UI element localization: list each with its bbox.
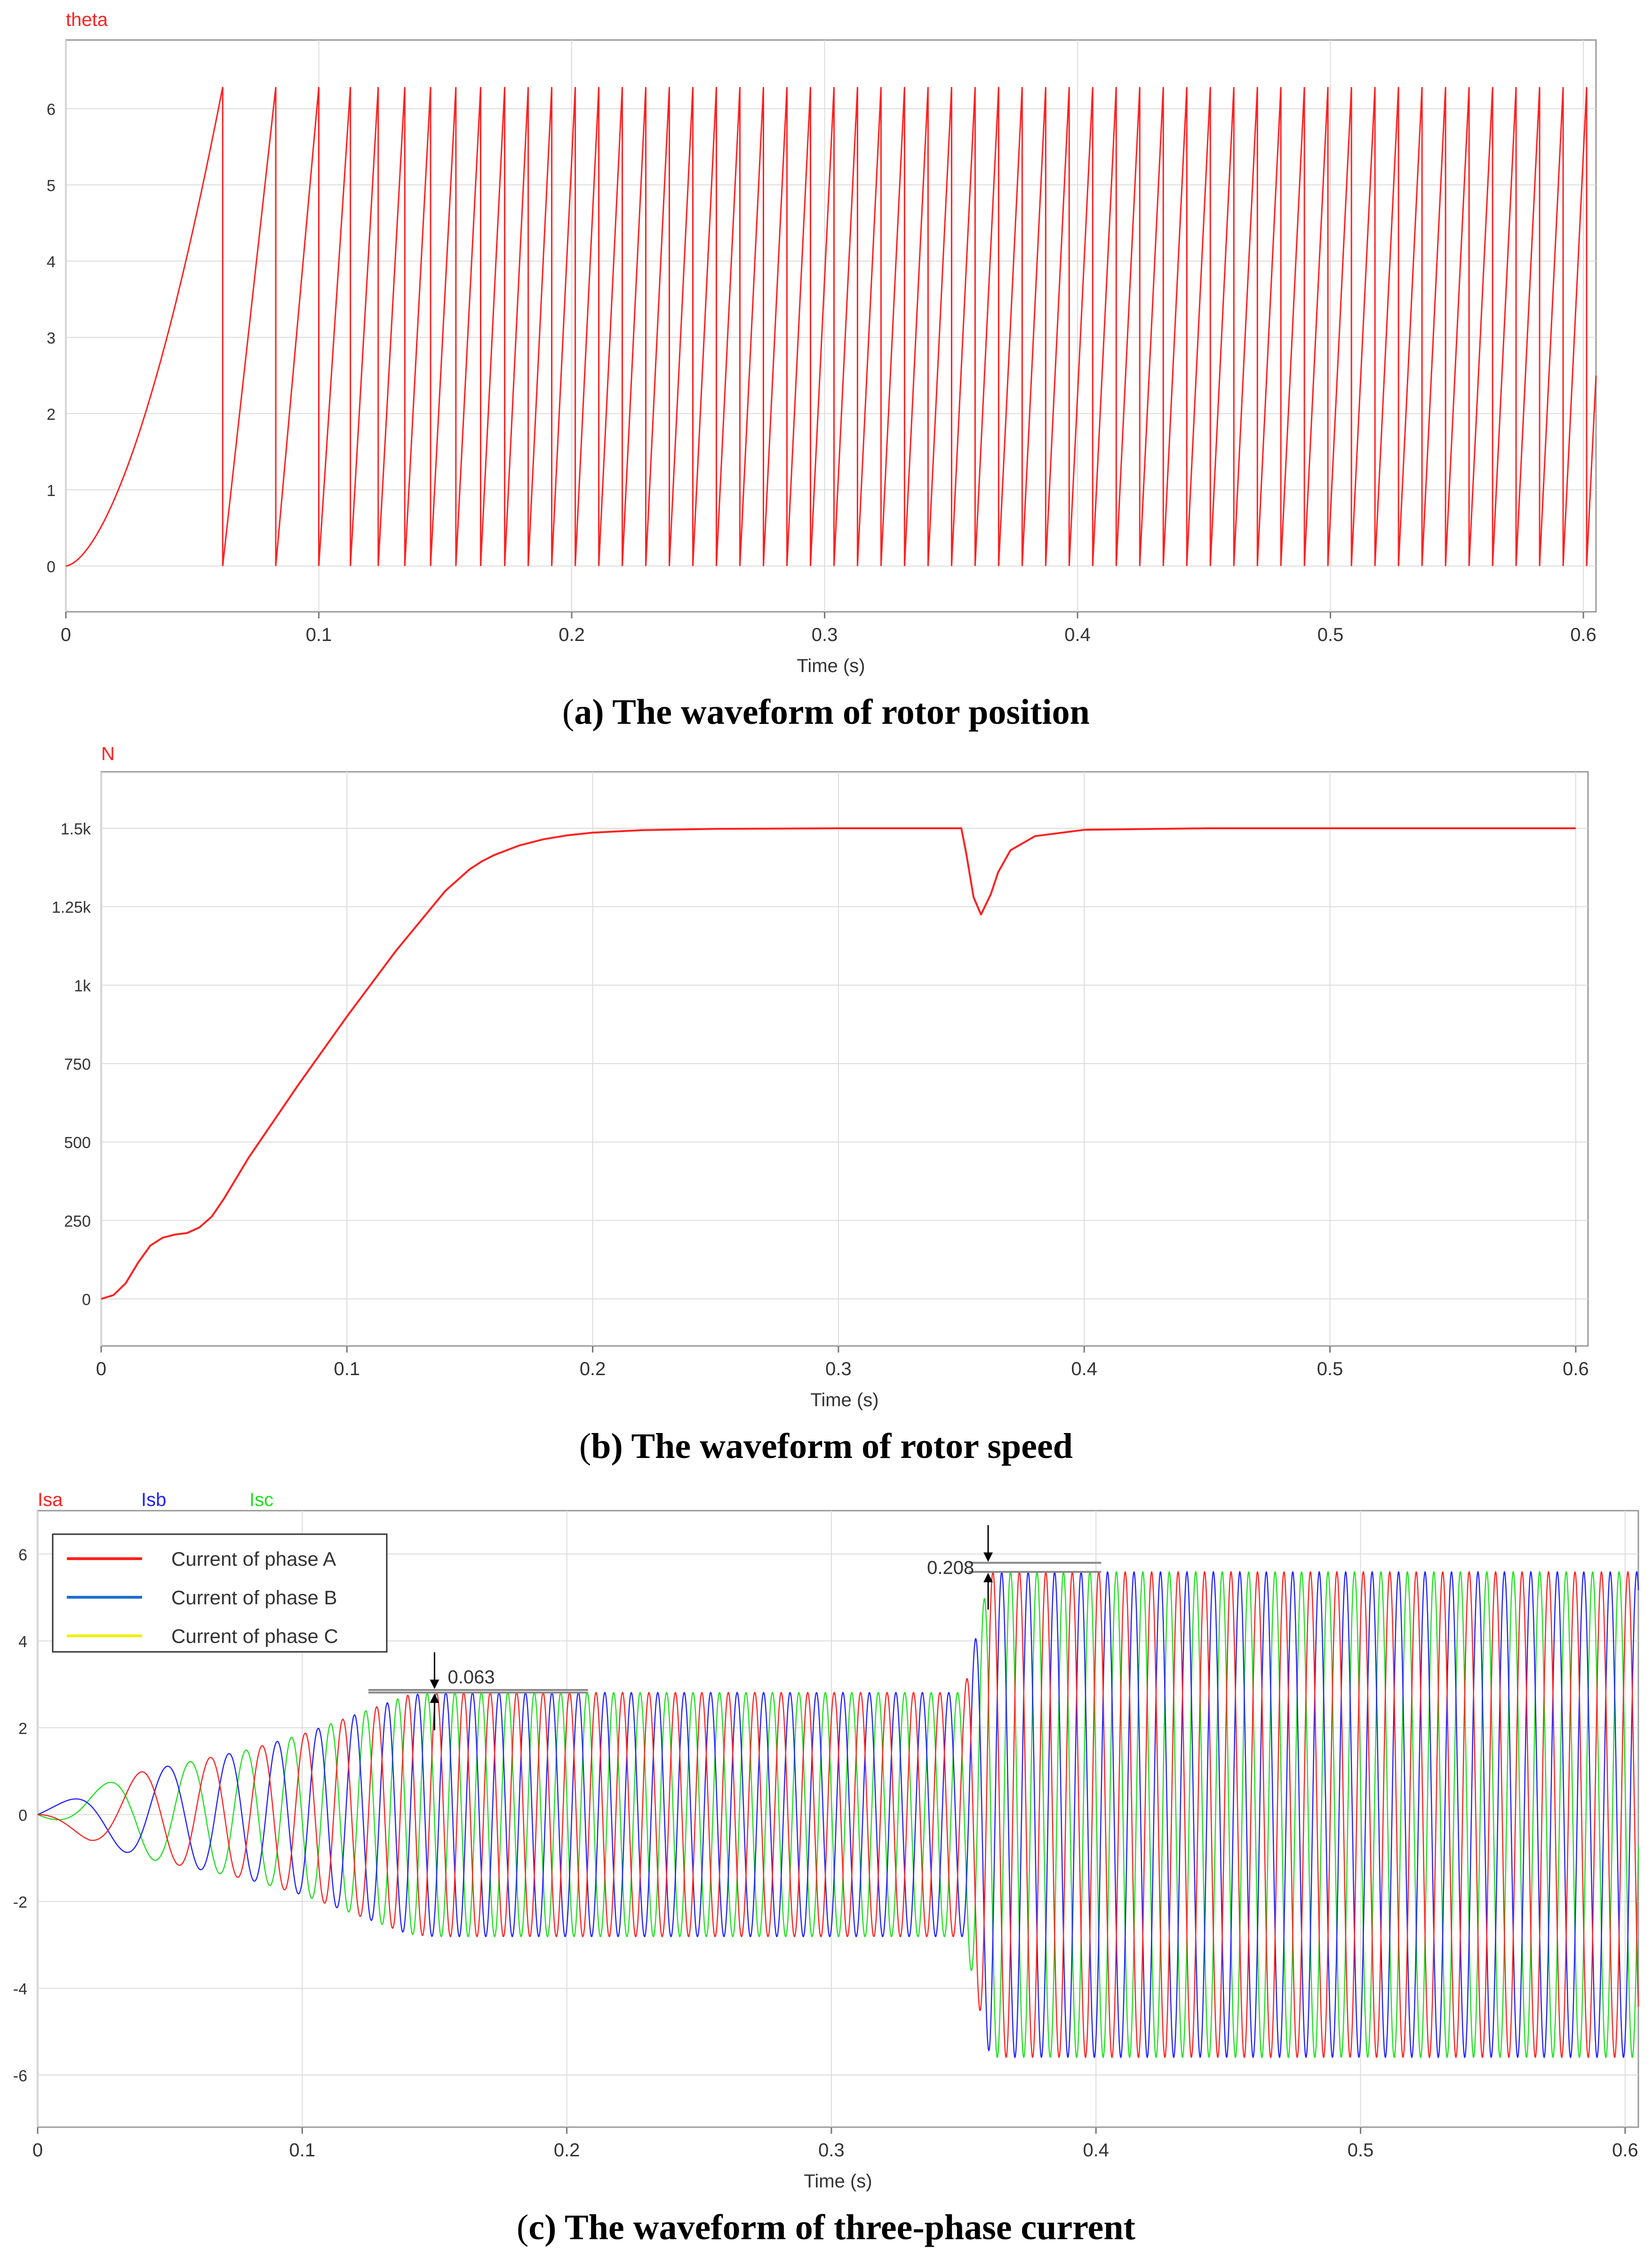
- y-tick-label: 0: [82, 1291, 91, 1309]
- caption-a-text: ) The waveform of rotor position: [592, 692, 1090, 732]
- y-tick-label: -2: [13, 1893, 27, 1911]
- signal-label-isb: Isb: [141, 1489, 166, 1510]
- panel-b-caption: (b) The waveform of rotor speed: [0, 1426, 1652, 1467]
- legend-box: [52, 1533, 388, 1653]
- y-tick-label: 1: [47, 482, 56, 500]
- caption-c-open: (: [517, 2208, 529, 2247]
- current-phase-a-waveform: [38, 1570, 1639, 2059]
- caption-b-text: ) The waveform of rotor speed: [611, 1426, 1073, 1466]
- y-tick-label: 2: [18, 1720, 27, 1738]
- x-tick-label: 0.6: [1612, 2140, 1638, 2161]
- y-tick-label: 1k: [74, 977, 91, 995]
- x-tick-label: 0.3: [812, 625, 838, 645]
- x-tick-label: 0: [61, 625, 71, 645]
- y-tick-label: 0: [18, 1807, 27, 1825]
- x-tick-label: 0: [96, 1359, 106, 1379]
- x-tick-label: 0.2: [559, 625, 585, 645]
- x-tick-label: 0.2: [580, 1359, 606, 1379]
- x-tick-label: 0.5: [1317, 625, 1344, 645]
- y-tick-label: 0: [47, 558, 56, 576]
- annotation-label-1: 0.063: [447, 1667, 495, 1688]
- annotation-arrowhead-down: [430, 1680, 439, 1689]
- current-phase-c-waveform: [37, 1570, 1639, 2059]
- y-tick-label: 500: [64, 1134, 91, 1152]
- caption-a-letter: a: [574, 692, 592, 732]
- y-tick-label: 6: [18, 1546, 27, 1564]
- panel-a-caption: (a) The waveform of rotor position: [0, 692, 1652, 733]
- y-tick-label: 4: [18, 1633, 27, 1651]
- signal-label-theta: theta: [66, 9, 108, 30]
- y-tick-label: 250: [64, 1212, 91, 1230]
- x-tick-label: 0.5: [1348, 2140, 1374, 2161]
- caption-b-open: (: [579, 1426, 591, 1466]
- legend-label-3: Current of phase C: [171, 1625, 338, 1647]
- x-tick-label: 0.4: [1071, 1359, 1097, 1379]
- x-tick-label: 0.6: [1570, 625, 1596, 645]
- x-tick-label: 0.3: [825, 1359, 852, 1379]
- x-tick-label: 0.6: [1563, 1359, 1589, 1379]
- y-tick-label: 5: [47, 177, 56, 195]
- caption-b-letter: b: [591, 1426, 611, 1466]
- x-tick-label: 0.1: [334, 1359, 360, 1379]
- y-tick-label: 3: [47, 329, 56, 347]
- speed-curve: [101, 827, 1576, 1300]
- x-tick-label: 0.3: [818, 2140, 845, 2161]
- plot-frame-b: [100, 771, 1589, 1347]
- caption-a-open: (: [562, 692, 575, 732]
- y-tick-label: 4: [47, 253, 56, 271]
- legend-label-1: Current of phase A: [171, 1548, 336, 1570]
- panel-c-caption: (c) The waveform of three-phase current: [0, 2207, 1652, 2248]
- current-phase-b-waveform: [37, 1570, 1639, 2059]
- y-tick-label: -6: [13, 2067, 27, 2085]
- x-tick-label: 0.5: [1317, 1359, 1343, 1379]
- x-tick-label: 0: [32, 2140, 43, 2161]
- annotation-arrowhead-up: [983, 1573, 993, 1583]
- y-tick-label: 1.25k: [52, 899, 91, 917]
- signal-label-isc: Isc: [249, 1489, 273, 1510]
- x-tick-label: 0.2: [554, 2140, 580, 2161]
- y-tick-label: 2: [47, 406, 56, 424]
- y-tick-label: -4: [13, 1980, 27, 1998]
- x-axis-label: Time (s): [804, 2171, 872, 2192]
- x-tick-label: 0.1: [289, 2140, 316, 2161]
- y-tick-label: 1.5k: [61, 820, 91, 838]
- annotation-arrowhead-down: [983, 1552, 993, 1562]
- plot-frame-a: [65, 39, 1597, 613]
- annotation-arrowhead-up: [430, 1693, 439, 1703]
- annotation-label-2: 0.208: [927, 1557, 974, 1578]
- y-tick-label: 6: [47, 101, 56, 119]
- caption-c-letter: c: [528, 2208, 545, 2247]
- x-axis-label: Time (s): [810, 1390, 878, 1410]
- legend-label-2: Current of phase B: [171, 1586, 337, 1609]
- x-axis-label: Time (s): [797, 656, 865, 676]
- x-tick-label: 0.4: [1064, 625, 1091, 645]
- y-tick-label: 750: [64, 1056, 91, 1073]
- x-tick-label: 0.1: [306, 625, 332, 645]
- signal-label-isa: Isa: [38, 1489, 63, 1510]
- signal-label-N: N: [101, 744, 115, 764]
- caption-c-text: ) The waveform of three-phase current: [544, 2208, 1135, 2247]
- x-tick-label: 0.4: [1083, 2140, 1109, 2161]
- theta-waveform: [65, 87, 1597, 567]
